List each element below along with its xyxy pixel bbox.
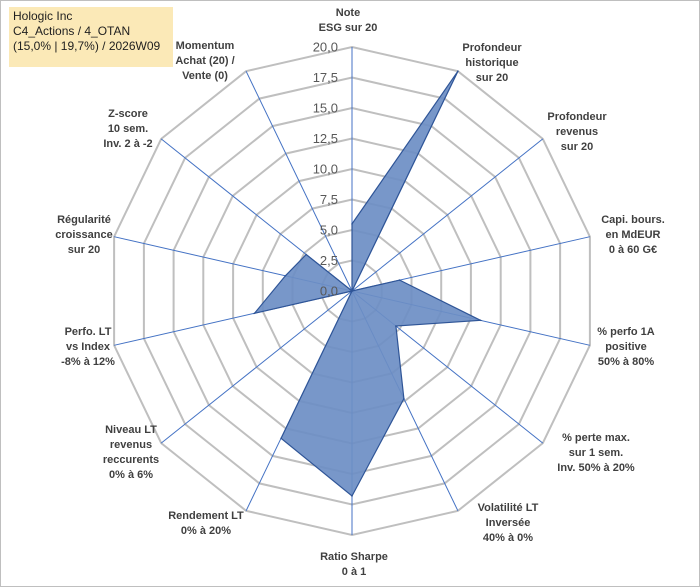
category-label-line: positive <box>605 341 647 353</box>
axis-spoke <box>245 70 353 292</box>
category-label-line: 0 à 60 G€ <box>609 244 657 256</box>
category-label-line: Niveau LT <box>105 424 157 436</box>
tick-label: 2,5 <box>320 253 338 268</box>
category-label-line: Z-score <box>108 108 148 120</box>
category-label-line: 50% à 80% <box>598 356 654 368</box>
category-label: Note ESG sur 20 <box>319 7 378 34</box>
tick-label: 7,5 <box>320 192 338 207</box>
data-point <box>395 325 397 327</box>
data-point <box>398 279 401 281</box>
category-label-line: Inversée <box>486 517 531 529</box>
category-label-line: revenus <box>556 126 598 138</box>
category-label: Niveau LT revenus reccurents 0% à 6% <box>103 424 159 481</box>
category-label-line: Perfo. LT <box>65 326 112 338</box>
tick-label: 10,0 <box>313 162 338 177</box>
category-label-line: Profondeur <box>547 111 607 123</box>
data-point <box>305 253 308 256</box>
tick-labels: 0,0 2,5 5,0 7,5 10,0 12,5 15,0 17,5 20,0 <box>313 40 338 299</box>
category-label-line: Momentum <box>176 40 235 52</box>
category-label: % perfo 1A positive 50% à 80% <box>597 326 655 368</box>
category-label: % perte max. sur 1 sem. Inv. 50% à 20% <box>557 432 635 474</box>
category-label-line: en MdEUR <box>606 229 661 241</box>
category-label: Z-score 10 sem. Inv. 2 à -2 <box>103 108 152 150</box>
category-label-line: historique <box>465 57 518 69</box>
category-label-line: Achat (20) / <box>175 55 234 67</box>
category-label: Momentum Achat (20) / Vente (0) <box>175 40 234 82</box>
category-label: Profondeur revenus sur 20 <box>547 111 607 153</box>
category-label-line: -8% à 12% <box>61 356 115 368</box>
category-label-line: revenus <box>110 439 152 451</box>
category-label-line: 40% à 0% <box>483 532 533 544</box>
data-point <box>351 290 353 292</box>
category-label-line: 0% à 20% <box>181 525 231 537</box>
axis-spoke <box>160 290 353 444</box>
data-point <box>479 319 482 322</box>
category-label-line: Profondeur <box>462 42 522 54</box>
category-label-line: reccurents <box>103 454 159 466</box>
category-label-line: Rendement LT <box>168 510 244 522</box>
tick-label: 17,5 <box>313 70 338 85</box>
data-point <box>351 223 353 225</box>
category-label-line: 0 à 1 <box>342 566 366 578</box>
title-line-company: Hologic Inc <box>13 9 73 23</box>
tick-label: 0,0 <box>320 284 338 299</box>
category-label: Régularité croissance sur 20 <box>55 214 112 256</box>
category-label-line: % perfo 1A <box>597 326 655 338</box>
category-label-line: sur 20 <box>561 141 593 153</box>
category-label: Volatilité LT Inversée 40% à 0% <box>478 502 539 544</box>
data-point <box>253 312 256 315</box>
category-label: Ratio Sharpe 0 à 1 <box>320 551 388 578</box>
category-label: Profondeur historique sur 20 <box>462 42 522 84</box>
data-point <box>351 495 353 497</box>
category-label-line: Inv. 2 à -2 <box>103 138 152 150</box>
axis-spoke <box>351 138 544 292</box>
category-label-line: Régularité <box>57 214 111 226</box>
category-label-line: Vente (0) <box>182 70 228 82</box>
category-label-line: 0% à 6% <box>109 469 153 481</box>
data-point <box>457 70 459 72</box>
category-label-line: Volatilité LT <box>478 502 539 514</box>
title-line-period: (15,0% | 19,7%) / 2026W09 <box>13 39 161 53</box>
chart-title-box: Hologic Inc C4_Actions / 4_OTAN (15,0% |… <box>9 7 173 67</box>
tick-label: 5,0 <box>320 223 338 238</box>
category-label-line: Ratio Sharpe <box>320 551 388 563</box>
tick-label: 15,0 <box>313 101 338 116</box>
category-label-line: % perte max. <box>562 432 630 444</box>
category-label-line: croissance <box>55 229 112 241</box>
category-label-line: Capi. bours. <box>601 214 665 226</box>
category-label-line: 10 sem. <box>108 123 148 135</box>
category-label: Perfo. LT vs Index -8% à 12% <box>61 326 115 368</box>
category-label-line: Note <box>336 7 360 19</box>
tick-label: 20,0 <box>313 40 338 55</box>
category-label-line: ESG sur 20 <box>319 22 378 34</box>
data-point <box>280 437 282 440</box>
category-label-line: sur 20 <box>476 72 508 84</box>
title-line-portfolio: C4_Actions / 4_OTAN <box>13 24 131 38</box>
category-label-line: sur 1 sem. <box>569 447 623 459</box>
category-labels: Note ESG sur 20 Profondeur historique sur 20… <box>55 7 665 578</box>
tick-label: 12,5 <box>313 131 338 146</box>
category-label-line: vs Index <box>66 341 111 353</box>
data-point <box>403 397 405 400</box>
category-label-line: Inv. 50% à 20% <box>557 462 635 474</box>
series-layer <box>252 70 483 497</box>
series-area <box>252 70 483 497</box>
category-label-line: sur 20 <box>68 244 100 256</box>
data-point <box>284 275 287 277</box>
category-label: Rendement LT 0% à 20% <box>168 510 244 537</box>
category-label: Capi. bours. en MdEUR 0 à 60 G€ <box>601 214 665 256</box>
